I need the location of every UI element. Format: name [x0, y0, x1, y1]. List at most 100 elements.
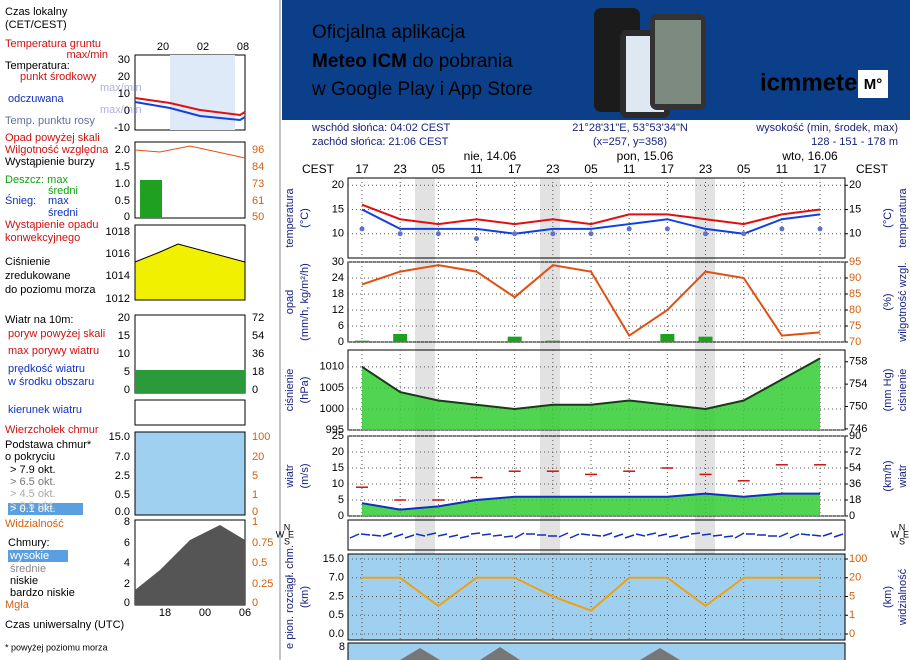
sunrise: wschód słońca: 04:02 CEST: [311, 122, 450, 134]
legend-text: 1018: [106, 226, 130, 238]
y-axis-label: (°C): [299, 208, 311, 228]
y-tick-label: 8: [339, 641, 345, 653]
info: wschód słońca: 04:02 CEST zachód słońca:…: [311, 122, 898, 148]
highlight: [8, 503, 83, 515]
legend-text: 73: [252, 178, 264, 190]
hour-label: 17: [355, 162, 369, 176]
y2-tick-label: 1: [849, 609, 855, 621]
legend-text: 15.0: [109, 431, 130, 443]
y2-axis-label: (km/h): [882, 460, 894, 491]
y-tick-label: 15: [332, 203, 344, 215]
y-tick-label: 2.5: [329, 590, 344, 602]
panel: [347, 177, 846, 259]
legend-text: 0.5: [252, 557, 267, 569]
dew-point: [626, 226, 632, 232]
wind-arrow: [811, 534, 822, 537]
y2-tick-label: 100: [849, 553, 867, 565]
y-axis-label: temperatura: [284, 187, 296, 247]
legend-text: Wierzchołek chmur: [5, 424, 99, 436]
banner-text: w Google Play i App Store: [311, 79, 533, 100]
mini-panel: [134, 399, 246, 426]
legend-text: 20: [252, 451, 264, 463]
legend-text: Opad powyżej skali: [5, 132, 100, 144]
y-tick-label: 18: [332, 288, 344, 300]
wind-arrow: [635, 533, 646, 537]
y2-tick-label: 70: [849, 336, 861, 348]
date-label: wto, 16.06: [781, 149, 838, 163]
legend-text: poryw powyżej skali: [8, 328, 105, 340]
compass: W: [276, 529, 285, 539]
wind-arrow: [470, 532, 481, 535]
dew-point: [664, 226, 670, 232]
legend-entry: punkt środkowy: [20, 71, 97, 83]
y-axis-label: e pion. rozciągł. chm.: [284, 545, 296, 649]
y-tick-label: 10: [332, 228, 344, 240]
legend-text: zredukowane: [5, 270, 70, 282]
y2-axis-label: (mm Hg): [882, 369, 894, 412]
legend-text: 72: [252, 312, 264, 324]
legend-text: 0: [124, 384, 130, 396]
legend-text: -10: [114, 122, 130, 134]
legend-text: max: [48, 195, 69, 207]
cloud-shape: [400, 647, 680, 660]
compass: E: [903, 529, 909, 539]
legend-text: 18: [159, 607, 171, 619]
bar: [355, 340, 369, 342]
hour-label: 23: [699, 162, 713, 176]
wind-arrow: [415, 533, 426, 537]
legend-entry: Widzialność: [5, 518, 64, 530]
y-axis-label: ciśnienie: [284, 369, 296, 412]
legend-text: Czas lokalny: [5, 6, 68, 18]
legend-text: > 0.1 okt.: [10, 503, 56, 515]
legend-text: max/min: [100, 104, 142, 116]
legend-text: Mgła: [5, 599, 30, 611]
legend-text: 15: [118, 330, 130, 342]
legend-entry: odczuwana: [8, 93, 65, 105]
mini-line: [134, 97, 246, 117]
bar: [507, 336, 522, 342]
legend-text: max/min: [66, 49, 108, 61]
hour-label: 17: [813, 162, 827, 176]
series-line: [361, 203, 821, 226]
y2-axis-label: wilgotność wzgl.: [897, 262, 909, 342]
y2-axis-label: (%): [882, 293, 894, 310]
legend-text: Temperatura gruntu: [5, 38, 101, 50]
y-axis-label: (hPa): [299, 377, 311, 404]
legend-text: 30: [118, 54, 130, 66]
banner-bold: Meteo ICM: [312, 51, 407, 72]
y2-axis-label: (°C): [882, 208, 894, 228]
legend-text: * powyżej poziomu morza: [5, 642, 108, 652]
coords: 21°28'31"E, 53°53'34"N: [572, 122, 688, 134]
wind-arrow: [503, 535, 514, 538]
y-tick-label: 1000: [320, 403, 344, 415]
height-label: wysokość (min, środek, max): [755, 122, 898, 134]
hour-label: 11: [623, 162, 636, 176]
legend-text: 0: [124, 211, 130, 223]
wind-arrow: [371, 534, 382, 537]
hour-label: 05: [737, 162, 751, 176]
y-tick-label: 5: [338, 494, 344, 506]
bar: [660, 334, 675, 342]
y-tick-label: 1010: [320, 361, 344, 373]
legend-text: 18: [252, 366, 264, 378]
y-axis-label: (mm/h, kg/m²/h): [299, 263, 311, 341]
wind-arrow: [789, 533, 800, 539]
series-area: [362, 493, 821, 516]
legend-text: 1: [252, 516, 258, 528]
y-tick-label: 15: [332, 462, 344, 474]
wind-arrow: [690, 532, 701, 535]
legend-text: 1012: [106, 293, 130, 305]
panel: [347, 642, 846, 660]
wind-arrow: [448, 534, 459, 538]
wind-arrow: [459, 535, 470, 539]
compass: S: [899, 536, 905, 546]
dew-point: [588, 231, 594, 237]
y-tick-label: 25: [332, 430, 344, 442]
wind-arrow: [382, 532, 393, 537]
legend-text: 0.75: [252, 537, 273, 549]
legend-text: 8: [124, 516, 130, 528]
legend-text: wysokie: [9, 550, 49, 562]
hour-label: 11: [470, 162, 483, 176]
legend-text: 2: [124, 578, 130, 590]
legend-text: 6: [124, 537, 130, 549]
